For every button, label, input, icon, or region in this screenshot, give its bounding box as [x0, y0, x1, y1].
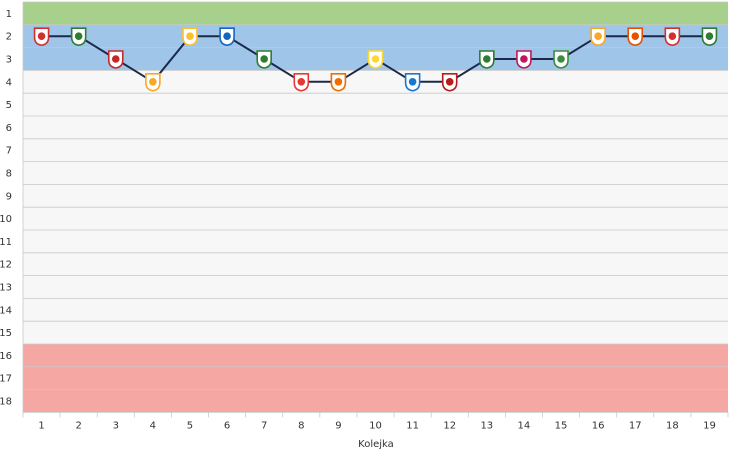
x-axis-title: Kolejka [358, 439, 394, 450]
badge-emblem [668, 32, 677, 40]
badge-emblem [408, 78, 417, 86]
badge-emblem [557, 55, 565, 63]
x-tick-label: 16 [592, 420, 605, 431]
y-tick-label: 10 [0, 214, 12, 225]
club-badge-marker [219, 27, 235, 47]
y-tick-label: 1 [6, 9, 12, 20]
y-tick-label: 13 [0, 283, 12, 294]
club-badge-marker [293, 73, 310, 92]
club-badge-marker [256, 50, 272, 69]
badge-emblem [334, 78, 343, 86]
y-tick-label: 15 [0, 328, 12, 339]
x-tick-label: 1 [38, 420, 44, 431]
y-tick-label: 5 [6, 100, 12, 111]
badge-emblem [186, 32, 194, 40]
club-badge-marker [145, 73, 161, 92]
badge-emblem [631, 32, 640, 40]
x-tick-label: 4 [150, 420, 156, 431]
badge-emblem [705, 32, 714, 40]
zone-band-2 [23, 344, 728, 413]
x-tick-label: 2 [75, 420, 81, 431]
y-tick-label: 18 [0, 397, 12, 408]
x-axis: 1 2 3 4 5 6 7 8 9 10 11 12 13 14 15 16 17 18 19 [22, 412, 729, 431]
club-badge-marker [553, 50, 569, 69]
badge-emblem [483, 55, 491, 63]
y-tick-label: 7 [6, 146, 12, 157]
club-badge-marker [70, 27, 87, 47]
club-badge-marker [441, 73, 458, 92]
y-tick-label: 6 [6, 123, 12, 134]
badge-emblem [260, 55, 268, 63]
x-tick-label: 3 [113, 420, 119, 431]
badge-emblem [594, 32, 602, 40]
x-tick-label: 5 [187, 420, 193, 431]
x-tick-label: 8 [298, 420, 304, 431]
badge-emblem [371, 55, 380, 63]
badge-emblem [74, 32, 83, 40]
badge-emblem [223, 32, 231, 40]
x-tick-label: 14 [518, 420, 531, 431]
y-tick-label: 12 [0, 260, 12, 271]
grid [22, 1, 728, 413]
y-tick-label: 17 [0, 374, 12, 385]
x-tick-label: 17 [629, 420, 642, 431]
badge-emblem [149, 78, 157, 86]
badge-emblem [520, 55, 528, 63]
y-tick-label: 9 [6, 191, 12, 202]
x-tick-label: 18 [666, 420, 679, 431]
club-badge-marker [590, 27, 606, 47]
club-badge-marker [516, 50, 532, 69]
y-tick-label: 4 [6, 77, 12, 88]
badge-emblem [297, 78, 306, 86]
club-badge-marker [404, 73, 421, 92]
y-tick-label: 2 [6, 32, 12, 43]
zone-band-0 [23, 2, 728, 25]
club-badge-marker [479, 50, 495, 69]
x-tick-label: 10 [369, 420, 382, 431]
club-badge-marker [664, 27, 681, 47]
y-tick-label: 3 [6, 55, 12, 66]
y-tick-label: 14 [0, 305, 12, 316]
club-badges [33, 27, 718, 92]
x-tick-label: 15 [555, 420, 568, 431]
x-tick-label: 11 [406, 420, 419, 431]
club-badge-marker [182, 27, 198, 47]
y-tick-label: 11 [0, 237, 12, 248]
club-badge-marker [627, 27, 644, 47]
y-tick-label: 16 [0, 351, 12, 362]
x-tick-label: 6 [224, 420, 230, 431]
club-badge-marker [107, 50, 124, 69]
x-tick-label: 13 [480, 420, 493, 431]
x-tick-label: 9 [335, 420, 341, 431]
club-badge-marker [701, 27, 718, 47]
club-badge-marker [330, 73, 347, 92]
club-badge-marker [33, 27, 50, 47]
x-tick-label: 19 [703, 420, 716, 431]
x-tick-label: 12 [443, 420, 456, 431]
x-tick-label: 7 [261, 420, 267, 431]
badge-emblem [111, 55, 120, 63]
badge-emblem [445, 78, 454, 86]
y-tick-label: 8 [6, 169, 12, 180]
club-badge-marker [367, 50, 384, 69]
badge-emblem [37, 32, 46, 40]
